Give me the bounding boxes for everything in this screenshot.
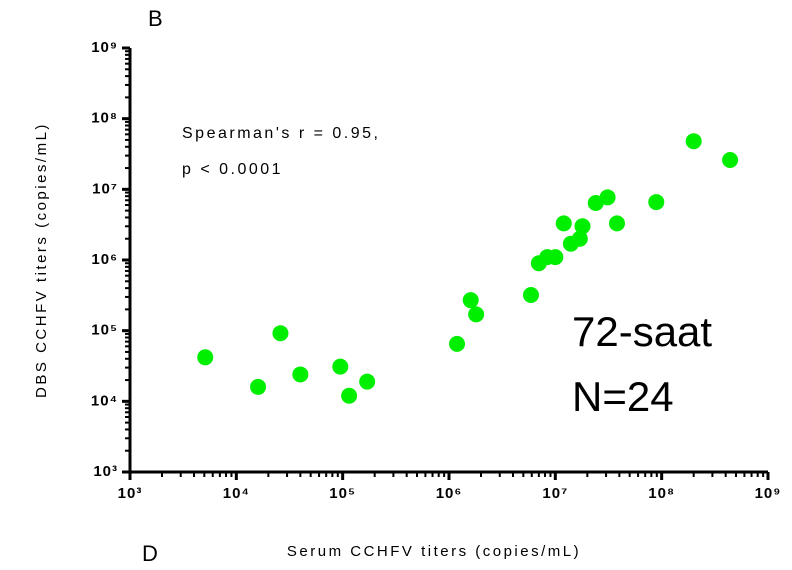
x-tick-label: 10⁸ [648,485,675,502]
y-tick-label: 10³ [93,463,118,480]
point [571,230,588,247]
point [462,292,479,309]
point [685,133,702,150]
x-tick-label: 10⁵ [329,485,356,502]
point [722,152,739,169]
annotation: Spearman's r = 0.95, [182,125,380,142]
point [608,215,625,232]
point [359,373,376,390]
point [332,358,349,375]
x-tick-label: 10⁷ [542,485,568,502]
point [574,218,591,235]
annotation: p < 0.0001 [182,161,283,178]
x-tick-label: 10⁴ [223,485,250,502]
y-tick-label: 10⁴ [91,392,118,409]
y-tick-label: 10⁸ [91,110,118,127]
x-axis-title: Serum CCHFV titers (copies/mL) [287,543,581,560]
panel-label: B [148,6,163,31]
annotation: N=24 [572,373,674,420]
point [272,325,289,342]
point [648,194,665,211]
y-axis-title: DBS CCHFV titers (copies/mL) [33,122,50,398]
point [599,189,616,206]
point [547,249,564,266]
x-tick-label: 10⁶ [436,485,463,502]
point [449,335,466,352]
point [250,378,267,395]
x-tick-label: 10³ [118,485,143,502]
point [555,215,572,232]
point [197,349,214,366]
y-tick-label: 10⁵ [91,322,118,339]
annotation: 72-saat [572,308,712,355]
y-tick-label: 10⁹ [91,39,118,56]
point [522,286,539,303]
y-tick-label: 10⁷ [92,180,118,197]
point [292,366,309,383]
y-tick-label: 10⁶ [91,251,118,268]
x-tick-label: 10⁹ [755,485,782,502]
point [341,387,358,404]
point [468,306,485,323]
footer-label: D [142,541,158,566]
